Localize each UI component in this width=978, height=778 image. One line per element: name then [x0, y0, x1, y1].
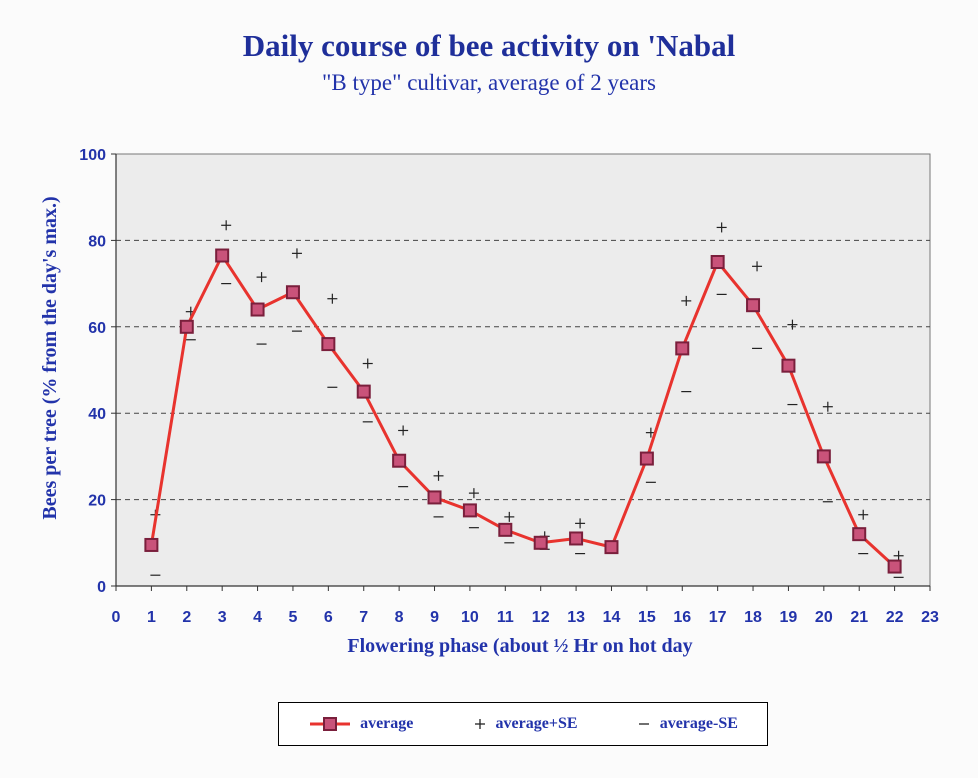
y-tick-label: 60 [88, 320, 106, 337]
legend-label-plus-se: average+SE [495, 715, 578, 732]
average-point [144, 537, 159, 552]
plus-se-marker [221, 220, 232, 231]
x-tick-label: 19 [780, 609, 798, 626]
x-tick-label: 14 [603, 609, 621, 626]
average-point [569, 531, 584, 546]
chart-title: Daily course of bee activity on 'Nabal [242, 28, 736, 63]
x-tick-label: 8 [395, 609, 404, 626]
x-tick-label: 2 [182, 609, 191, 626]
x-tick-label: 3 [218, 609, 227, 626]
average-point [462, 503, 477, 518]
plus-se-marker [787, 319, 798, 330]
average-point [427, 490, 442, 505]
legend-line-marker-icon [310, 717, 351, 731]
chart-subtitle: "B type" cultivar, average of 2 years [322, 70, 656, 95]
plus-se-marker [858, 509, 869, 520]
x-tick-label: 22 [886, 609, 904, 626]
x-tick-label: 13 [567, 609, 585, 626]
average-point [852, 527, 867, 542]
y-tick-label: 80 [88, 233, 106, 250]
plus-se-marker [256, 272, 267, 283]
average-point [250, 302, 265, 317]
y-axis-label: Bees per tree (% from the day's max.) [39, 196, 61, 519]
x-tick-label: 21 [850, 609, 868, 626]
average-point [781, 358, 796, 373]
legend-item-plus-se: average+SE [472, 715, 578, 733]
legend-label-average: average [360, 715, 414, 732]
plus-se-marker [716, 222, 727, 233]
average-point [356, 384, 371, 399]
average-point [604, 540, 619, 555]
y-tick-label: 0 [97, 579, 106, 596]
plus-se-marker [468, 488, 479, 499]
x-tick-label: 9 [430, 609, 439, 626]
minus-marker-icon [638, 723, 649, 725]
plus-se-marker [893, 550, 904, 561]
average-point [746, 298, 761, 313]
y-tick-label: 40 [88, 406, 106, 423]
plus-se-marker [291, 248, 302, 259]
x-tick-label: 18 [744, 609, 762, 626]
plus-se-marker [681, 295, 692, 306]
plus-se-marker [752, 261, 763, 272]
average-point [392, 453, 407, 468]
x-tick-label: 11 [497, 609, 514, 626]
plus-se-marker [433, 470, 444, 481]
average-point [639, 451, 654, 466]
legend-label-minus-se: average-SE [659, 715, 738, 732]
x-tick-label: 10 [461, 609, 479, 626]
x-axis-label: Flowering phase (about ½ Hr on hot day [347, 635, 692, 657]
legend: average average+SE average-SE [278, 702, 768, 746]
x-tick-label: 20 [815, 609, 833, 626]
y-tick-label: 100 [79, 147, 106, 164]
plus-se-marker [822, 401, 833, 412]
plus-se-marker [575, 518, 586, 529]
average-point [179, 319, 194, 334]
x-tick-label: 1 [147, 609, 156, 626]
plus-se-marker [504, 511, 515, 522]
x-tick-label: 5 [289, 609, 298, 626]
x-tick-label: 6 [324, 609, 333, 626]
plus-se-marker [327, 293, 338, 304]
x-tick-label: 12 [532, 609, 550, 626]
legend-item-average: average [308, 715, 413, 733]
average-point [215, 248, 230, 263]
x-tick-label: 4 [253, 609, 262, 626]
average-point [533, 535, 548, 550]
x-tick-label: 23 [921, 609, 939, 626]
plus-se-marker [398, 425, 409, 436]
x-tick-label: 15 [638, 609, 656, 626]
x-tick-label: 16 [673, 609, 691, 626]
plot-area [115, 153, 931, 587]
average-line [149, 254, 896, 568]
average-point [321, 337, 336, 352]
average-point [675, 341, 690, 356]
legend-item-minus-se: average-SE [636, 715, 738, 733]
average-point [816, 449, 831, 464]
plus-se-marker [362, 358, 373, 369]
y-tick-label: 20 [88, 493, 106, 510]
plus-marker-icon [474, 719, 485, 729]
average-point [285, 285, 300, 300]
x-tick-label: 7 [359, 609, 368, 626]
x-tick-label: 0 [112, 609, 121, 626]
average-point [498, 522, 513, 537]
average-point [887, 559, 902, 574]
x-tick-label: 17 [709, 609, 727, 626]
average-point [710, 255, 725, 269]
